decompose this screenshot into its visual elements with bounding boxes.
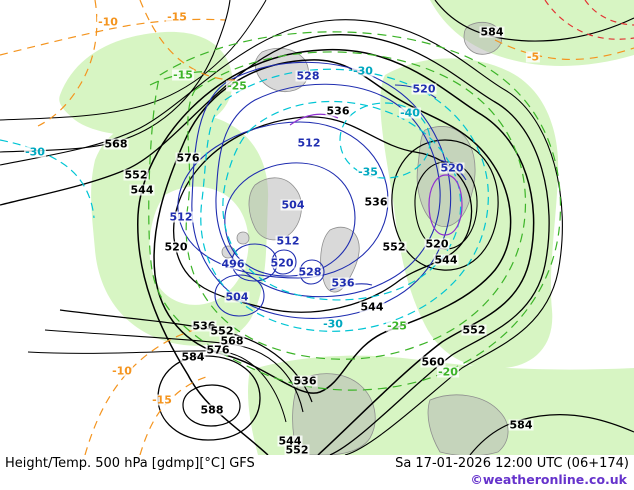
contours-purple <box>289 113 463 236</box>
caption-parameter: Height/Temp. 500 hPa [gdmp][°C] GFS <box>5 456 255 471</box>
height-contours-blue <box>177 61 467 319</box>
map-canvas: -10 -15 584 -5 -30 528 -15 -25 520 536 -40 512 568 -3… <box>0 0 634 456</box>
temp-contours-red <box>544 0 634 40</box>
copyright-link[interactable]: ©weatheronline.co.uk <box>470 472 627 487</box>
map-svg <box>0 0 634 455</box>
temp-contours-cyan <box>0 68 489 332</box>
land-layer <box>221 21 509 455</box>
copyright-row: ©weatheronline.co.uk <box>470 472 627 487</box>
caption-bar: Height/Temp. 500 hPa [gdmp][°C] GFS Sa 1… <box>0 454 634 473</box>
caption-valid-time: Sa 17-01-2026 12:00 UTC (06+174) <box>395 456 629 471</box>
